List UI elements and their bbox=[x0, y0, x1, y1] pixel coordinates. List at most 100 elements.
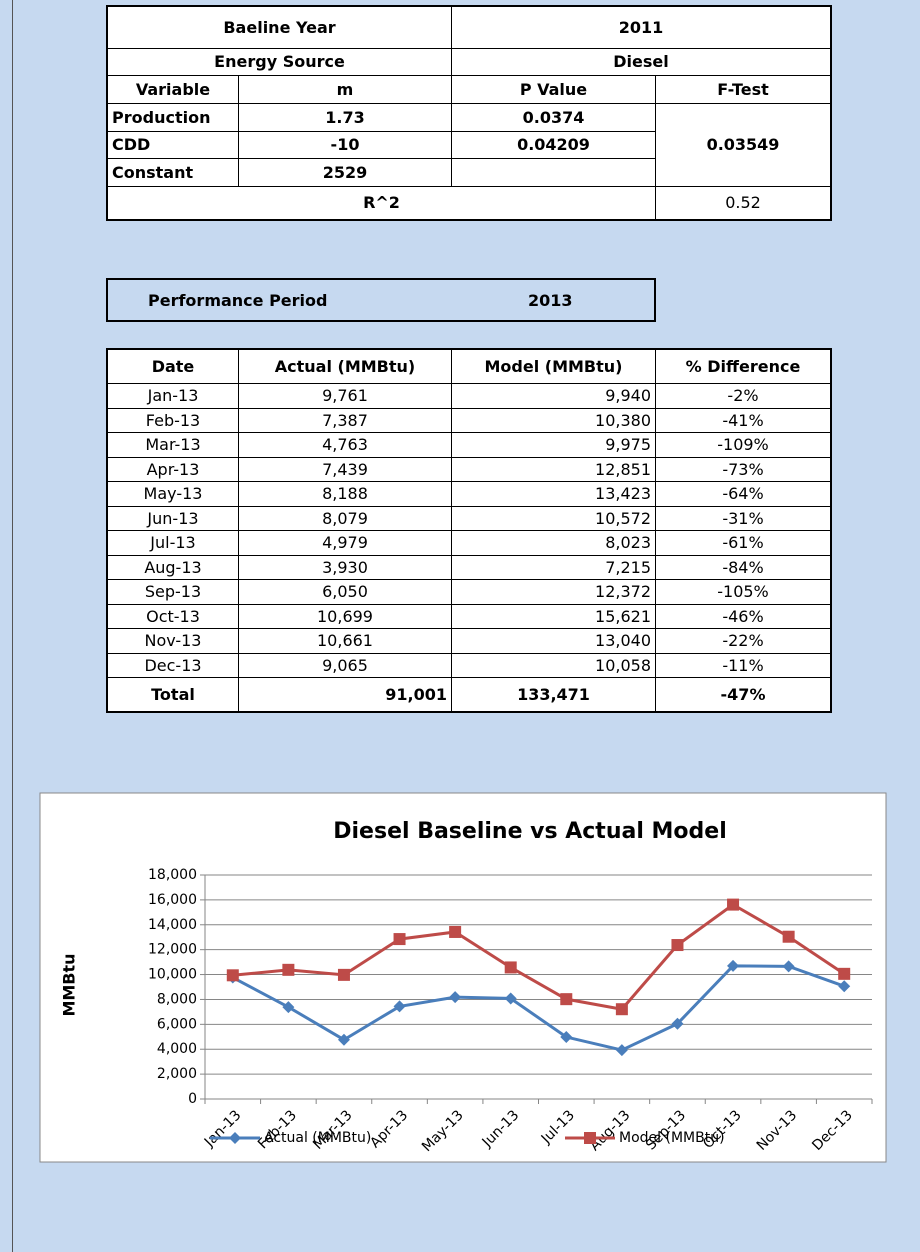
cell: Aug-13 bbox=[106, 554, 239, 580]
marker bbox=[727, 959, 740, 972]
cell: 0.52 bbox=[655, 185, 832, 221]
cell: 13,040 bbox=[451, 628, 656, 654]
cell: -11% bbox=[655, 652, 832, 678]
cell: CDD bbox=[106, 130, 239, 159]
y-tick-label: 6,000 bbox=[157, 1016, 197, 1032]
cell: Total bbox=[106, 677, 239, 713]
marker bbox=[782, 930, 795, 943]
legend-label: Model (MMBtu) bbox=[619, 1130, 725, 1146]
marker bbox=[504, 992, 517, 1005]
cell: 13,423 bbox=[451, 481, 656, 507]
y-axis-label: MMBtu bbox=[60, 953, 79, 1016]
marker bbox=[337, 1033, 350, 1046]
performance-table: Date Actual (MMBtu) Model (MMBtu)% Differe… bbox=[106, 348, 832, 713]
legend-label: Actual (MMBtu) bbox=[264, 1130, 371, 1146]
y-tick-label: 10,000 bbox=[148, 967, 197, 983]
cell: Jan-13 bbox=[106, 383, 239, 409]
cell: -64% bbox=[655, 481, 832, 507]
cell: -41% bbox=[655, 407, 832, 433]
cell: -47% bbox=[655, 677, 832, 713]
cell: 0.03549 bbox=[655, 102, 832, 187]
cell: Production bbox=[106, 102, 239, 132]
cell: 2529 bbox=[238, 157, 452, 187]
cell: 91,001 bbox=[238, 677, 452, 713]
row: Mar-13 4,763 9,975 -109% bbox=[106, 432, 832, 458]
cell: 8,188 bbox=[238, 481, 452, 507]
row: Total 91,001 133,471 -47% bbox=[106, 677, 832, 713]
baseline-table: Baeline Year 2011 Energy Source Diesel Var… bbox=[106, 5, 832, 221]
cell: 8,079 bbox=[238, 505, 452, 531]
marker bbox=[838, 967, 851, 980]
marker bbox=[838, 980, 851, 993]
cell: Model (MMBtu) bbox=[451, 348, 656, 384]
marker bbox=[504, 961, 517, 974]
marker bbox=[393, 1000, 406, 1013]
series-line bbox=[232, 964, 845, 1052]
cell: 12,851 bbox=[451, 456, 656, 482]
cell: Actual (MMBtu) bbox=[238, 348, 452, 384]
marker bbox=[282, 963, 295, 976]
y-tick-label: 8,000 bbox=[157, 991, 197, 1007]
cell: 0.04209 bbox=[451, 130, 656, 159]
cell: 2011 bbox=[451, 5, 832, 49]
cell: 3,930 bbox=[238, 554, 452, 580]
cell: m bbox=[238, 74, 452, 104]
cell: 10,661 bbox=[238, 628, 452, 654]
cell: 6,050 bbox=[238, 579, 452, 605]
marker bbox=[449, 925, 462, 938]
cell: % Difference bbox=[655, 348, 832, 384]
cell: Feb-13 bbox=[106, 407, 239, 433]
cell: Jul-13 bbox=[106, 530, 239, 556]
cell: Dec-13 bbox=[106, 652, 239, 678]
cell: 7,439 bbox=[238, 456, 452, 482]
label: Performance Period bbox=[148, 291, 328, 310]
year: 2013 bbox=[528, 291, 573, 310]
marker bbox=[449, 991, 462, 1004]
y-tick-label: 16,000 bbox=[148, 892, 197, 908]
cell: -61% bbox=[655, 530, 832, 556]
marker bbox=[282, 1001, 295, 1014]
marker bbox=[671, 1017, 684, 1030]
row: Apr-13 7,439 12,851 -73% bbox=[106, 456, 832, 482]
cell: Apr-13 bbox=[106, 456, 239, 482]
marker bbox=[560, 1031, 573, 1044]
row: Sep-13 6,050 12,372 -105% bbox=[106, 579, 832, 605]
cell: 10,572 bbox=[451, 505, 656, 531]
y-tick-label: 14,000 bbox=[148, 917, 197, 933]
row: Date Actual (MMBtu) Model (MMBtu)% Differe… bbox=[106, 348, 832, 384]
y-tick-label: 12,000 bbox=[148, 942, 197, 958]
cell: 9,761 bbox=[238, 383, 452, 409]
sheet bbox=[12, 0, 919, 1252]
cell: Mar-13 bbox=[106, 432, 239, 458]
legend-marker bbox=[584, 1132, 596, 1144]
cell: P Value bbox=[451, 74, 656, 104]
cell: 4,979 bbox=[238, 530, 452, 556]
marker bbox=[615, 1003, 628, 1016]
y-tick-label: 18,000 bbox=[148, 867, 197, 883]
y-tick-label: 0 bbox=[188, 1091, 197, 1107]
legend-marker bbox=[229, 1132, 241, 1144]
series-line bbox=[232, 902, 846, 1011]
marker bbox=[782, 960, 795, 973]
marker bbox=[393, 933, 406, 946]
chart-title: Diesel Baseline vs Actual Model bbox=[333, 819, 727, 844]
row: Jul-13 4,979 8,023 -61% bbox=[106, 530, 832, 556]
cell: R^2 bbox=[106, 185, 656, 221]
row: May-13 8,188 13,423 -64% bbox=[106, 481, 832, 507]
chart-area bbox=[39, 792, 887, 1163]
cell: 10,058 bbox=[451, 652, 656, 678]
marker bbox=[560, 993, 573, 1006]
cell: 7,215 bbox=[451, 554, 656, 580]
cell: 9,940 bbox=[451, 383, 656, 409]
performance-period: Performance Period 2013 bbox=[106, 278, 656, 322]
cell: 9,065 bbox=[238, 652, 452, 678]
y-tick-label: 4,000 bbox=[157, 1041, 197, 1057]
y-tick-label: 2,000 bbox=[157, 1066, 197, 1082]
row: Feb-13 7,387 10,380 -41% bbox=[106, 407, 832, 433]
cell: 133,471 bbox=[451, 677, 656, 713]
marker bbox=[671, 939, 684, 952]
cell: 12,372 bbox=[451, 579, 656, 605]
cell: Sep-13 bbox=[106, 579, 239, 605]
